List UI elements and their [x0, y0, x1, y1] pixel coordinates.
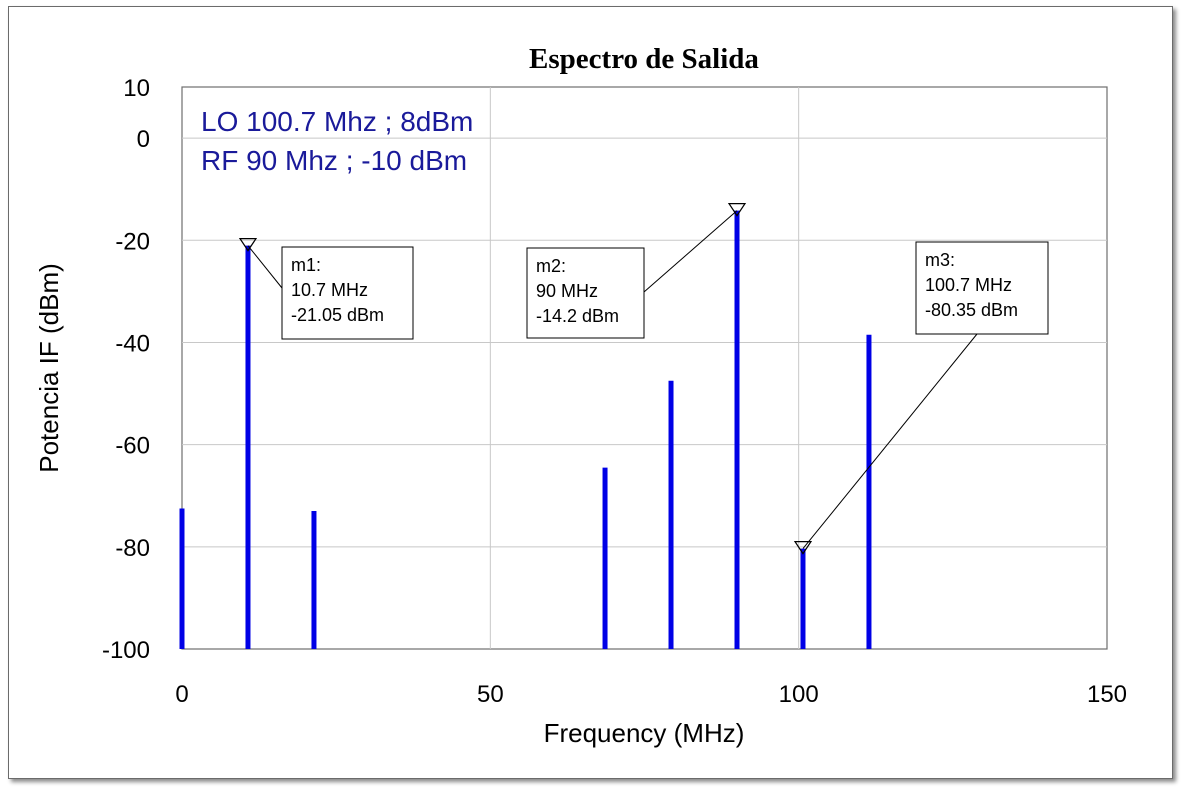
marker-box	[281, 246, 414, 340]
marker-text: m1:	[291, 255, 321, 275]
chart-title: Espectro de Salida	[529, 43, 759, 75]
marker-leader-line	[643, 210, 738, 293]
marker-box	[915, 241, 1049, 335]
marker-text: 90 MHz	[536, 281, 598, 301]
lo-annotation: LO 100.7 Mhz ; 8dBm	[201, 106, 473, 137]
spectrum-bars	[179, 210, 872, 649]
rf-annotation: RF 90 Mhz ; -10 dBm	[201, 145, 467, 176]
x-tick-label: 50	[477, 681, 504, 708]
marker-text: m2:	[536, 256, 566, 276]
marker-text: -80.35 dBm	[925, 300, 1018, 320]
marker-triangle	[238, 238, 258, 252]
x-tick-labels: 0 50 100 150	[175, 681, 1127, 708]
marker-text: -21.05 dBm	[291, 305, 384, 325]
plot-area	[181, 86, 1108, 650]
x-tick-label: 150	[1087, 681, 1127, 708]
markers: m1: 10.7 MHz -21.05 dBm m2: 90 MHz -14.2 dBm m…	[238, 203, 1049, 555]
x-tick-label: 100	[779, 681, 819, 708]
y-tick-label: -100	[102, 637, 150, 664]
y-tick-label: -40	[115, 330, 150, 357]
marker-text: m3:	[925, 250, 955, 270]
marker-text: 100.7 MHz	[925, 275, 1012, 295]
y-axis-label: Potencia IF (dBm)	[34, 263, 64, 473]
marker-triangle	[727, 203, 747, 217]
y-tick-label: 10	[123, 75, 150, 102]
marker-text: -14.2 dBm	[536, 306, 619, 326]
marker-box	[526, 247, 645, 339]
marker-text: 10.7 MHz	[291, 280, 368, 300]
marker-triangle	[793, 541, 813, 555]
grid	[181, 86, 1108, 650]
x-axis-label: Frequency (MHz)	[544, 718, 745, 748]
y-tick-label: 0	[137, 126, 150, 153]
y-tick-labels: 10 0 -20 -40 -60 -80 -100	[102, 75, 150, 664]
y-tick-label: -20	[115, 228, 150, 255]
marker-leader-line	[247, 245, 283, 289]
x-tick-label: 0	[175, 681, 188, 708]
y-tick-label: -80	[115, 535, 150, 562]
marker-leader-line	[802, 333, 978, 549]
y-tick-label: -60	[115, 433, 150, 460]
